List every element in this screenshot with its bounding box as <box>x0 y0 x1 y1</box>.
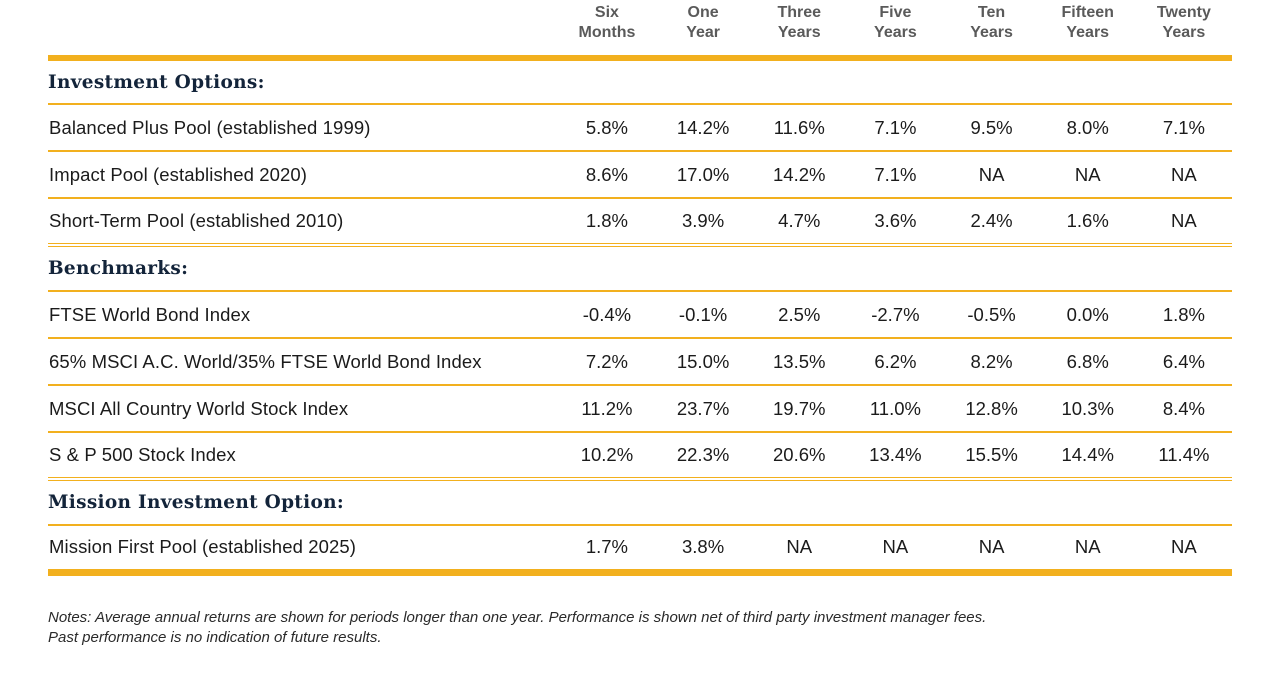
section-heading-benchmarks: Benchmarks: <box>48 245 1232 292</box>
cell-value: 1.6% <box>1039 198 1136 247</box>
cell-value: NA <box>1039 151 1136 199</box>
cell-value: 7.1% <box>1135 104 1232 152</box>
row-label: 65% MSCI A.C. World/35% FTSE World Bond … <box>48 338 559 386</box>
cell-value: NA <box>1039 525 1136 576</box>
cell-value: 8.4% <box>1135 385 1232 433</box>
table-row: Impact Pool (established 2020) 8.6% 17.0… <box>48 151 1232 199</box>
row-label: MSCI All Country World Stock Index <box>48 385 559 433</box>
cell-value: 2.5% <box>751 291 848 339</box>
section-title: Mission Investment Option: <box>48 479 1232 526</box>
cell-value: 23.7% <box>655 385 752 433</box>
table-row: S & P 500 Stock Index 10.2% 22.3% 20.6% … <box>48 432 1232 481</box>
header-ten-years: Ten Years <box>970 4 1013 41</box>
cell-value: 22.3% <box>655 432 752 481</box>
cell-value: 6.2% <box>847 338 944 386</box>
cell-value: 11.0% <box>847 385 944 433</box>
cell-value: NA <box>943 525 1040 576</box>
table-row: 65% MSCI A.C. World/35% FTSE World Bond … <box>48 338 1232 386</box>
table-row: MSCI All Country World Stock Index 11.2%… <box>48 385 1232 433</box>
cell-value: 0.0% <box>1039 291 1136 339</box>
cell-value: 11.6% <box>751 104 848 152</box>
cell-value: 6.4% <box>1135 338 1232 386</box>
cell-value: 8.0% <box>1039 104 1136 152</box>
cell-value: 7.2% <box>558 338 656 386</box>
cell-value: -2.7% <box>847 291 944 339</box>
cell-value: 19.7% <box>751 385 848 433</box>
cell-value: 7.1% <box>847 151 944 199</box>
cell-value: 3.6% <box>847 198 944 247</box>
cell-value: NA <box>1135 198 1232 247</box>
row-label: Balanced Plus Pool (established 1999) <box>48 104 559 152</box>
footnote-line: Past performance is no indication of fut… <box>48 629 382 646</box>
cell-value: 5.8% <box>558 104 656 152</box>
footnote-line: Notes: Average annual returns are shown … <box>48 609 987 626</box>
cell-value: NA <box>943 151 1040 199</box>
cell-value: 15.5% <box>943 432 1040 481</box>
row-label: S & P 500 Stock Index <box>48 432 559 481</box>
cell-value: -0.4% <box>558 291 656 339</box>
table-row: FTSE World Bond Index -0.4% -0.1% 2.5% -… <box>48 291 1232 339</box>
section-heading-investment-options: Investment Options: <box>48 58 1232 105</box>
cell-value: 13.5% <box>751 338 848 386</box>
cell-value: 9.5% <box>943 104 1040 152</box>
cell-value: NA <box>1135 525 1232 576</box>
returns-table: Six Months One Year Three Years Five Years T… <box>48 0 1232 576</box>
row-label: Mission First Pool (established 2025) <box>48 525 559 576</box>
row-label: Short-Term Pool (established 2010) <box>48 198 559 247</box>
header-five-years: Five Years <box>874 4 917 41</box>
cell-value: 11.4% <box>1135 432 1232 481</box>
cell-value: 17.0% <box>655 151 752 199</box>
header-twenty-years: Twenty Years <box>1156 4 1211 41</box>
header-fifteen-years: Fifteen Years <box>1061 4 1114 41</box>
cell-value: 8.2% <box>943 338 1040 386</box>
cell-value: 1.8% <box>558 198 656 247</box>
cell-value: 13.4% <box>847 432 944 481</box>
cell-value: 1.7% <box>558 525 656 576</box>
cell-value: NA <box>847 525 944 576</box>
cell-value: 10.3% <box>1039 385 1136 433</box>
cell-value: 10.2% <box>558 432 656 481</box>
header-one-year: One Year <box>686 4 720 41</box>
cell-value: 3.8% <box>655 525 752 576</box>
row-label: FTSE World Bond Index <box>48 291 559 339</box>
cell-value: 11.2% <box>558 385 656 433</box>
cell-value: NA <box>751 525 848 576</box>
row-label: Impact Pool (established 2020) <box>48 151 559 199</box>
header-three-years: Three Years <box>777 4 822 41</box>
section-title: Investment Options: <box>48 58 1232 105</box>
cell-value: 14.4% <box>1039 432 1136 481</box>
cell-value: 4.7% <box>751 198 848 247</box>
cell-value: 14.2% <box>751 151 848 199</box>
cell-value: 7.1% <box>847 104 944 152</box>
cell-value: 3.9% <box>655 198 752 247</box>
cell-value: -0.1% <box>655 291 752 339</box>
footnotes: Notes: Average annual returns are shown … <box>48 608 1232 648</box>
header-six-months: Six Months <box>578 4 636 41</box>
cell-value: 20.6% <box>751 432 848 481</box>
cell-value: 1.8% <box>1135 291 1232 339</box>
table-row: Short-Term Pool (established 2010) 1.8% … <box>48 198 1232 247</box>
cell-value: 12.8% <box>943 385 1040 433</box>
section-title: Benchmarks: <box>48 245 1232 292</box>
cell-value: 2.4% <box>943 198 1040 247</box>
cropped-text-fragment <box>200 680 310 687</box>
cell-value: 14.2% <box>655 104 752 152</box>
cell-value: 8.6% <box>558 151 656 199</box>
section-heading-mission-investment-option: Mission Investment Option: <box>48 479 1232 526</box>
header-row: Six Months One Year Three Years Five Years T… <box>48 0 1232 58</box>
cell-value: 6.8% <box>1039 338 1136 386</box>
cell-value: NA <box>1135 151 1232 199</box>
table-row: Mission First Pool (established 2025) 1.… <box>48 525 1232 576</box>
returns-table-container: Six Months One Year Three Years Five Years T… <box>48 0 1232 576</box>
cell-value: -0.5% <box>943 291 1040 339</box>
header-blank <box>48 0 559 58</box>
cell-value: 15.0% <box>655 338 752 386</box>
table-row: Balanced Plus Pool (established 1999) 5.… <box>48 104 1232 152</box>
